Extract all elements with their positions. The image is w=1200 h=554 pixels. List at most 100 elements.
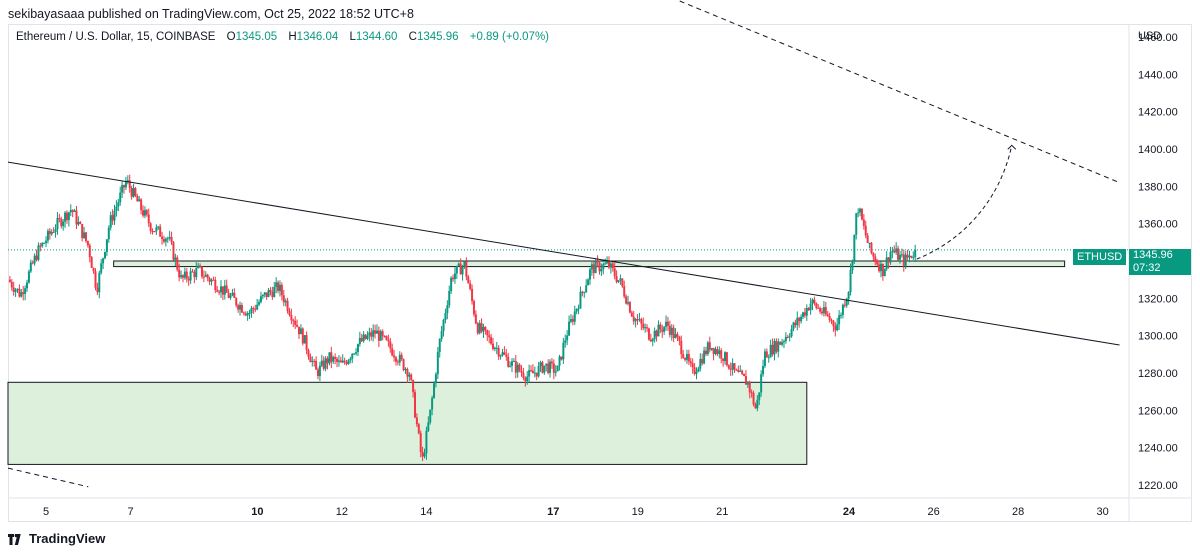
candle-body bbox=[105, 239, 108, 252]
candle-body bbox=[503, 352, 506, 355]
candle-body bbox=[811, 299, 814, 304]
candle-body bbox=[79, 222, 82, 225]
candle-body bbox=[849, 270, 852, 292]
candle-body bbox=[727, 365, 730, 369]
y-tick-label: 1400.00 bbox=[1138, 144, 1178, 156]
candle-body bbox=[212, 279, 215, 281]
candle-body bbox=[630, 312, 633, 317]
candle-body bbox=[334, 357, 337, 359]
demand-zone[interactable] bbox=[7, 381, 808, 465]
candle-body bbox=[887, 257, 890, 263]
candle-body bbox=[364, 334, 367, 339]
candle-body bbox=[763, 351, 766, 366]
candle-body bbox=[162, 239, 165, 242]
candle-body bbox=[355, 352, 358, 354]
candle-body bbox=[56, 218, 59, 230]
candle-body bbox=[433, 383, 436, 398]
candle-body bbox=[313, 360, 316, 362]
candle-body bbox=[465, 261, 468, 277]
candle-body bbox=[26, 282, 29, 289]
candle-body bbox=[724, 352, 727, 361]
candle-body bbox=[906, 254, 909, 258]
candle-body bbox=[547, 363, 550, 373]
candle-body bbox=[585, 285, 588, 293]
candle-body bbox=[731, 363, 734, 370]
candle-body bbox=[729, 368, 732, 370]
candle-body bbox=[450, 277, 453, 291]
candle-body bbox=[602, 264, 605, 270]
candle-body bbox=[493, 347, 496, 350]
low-value: 1344.60 bbox=[355, 31, 398, 43]
candle-body bbox=[10, 282, 13, 288]
candle-body bbox=[821, 311, 824, 314]
candle-body bbox=[634, 319, 637, 322]
candle-body bbox=[269, 290, 272, 292]
candle-body bbox=[436, 352, 439, 375]
candle-body bbox=[94, 271, 97, 288]
candle-body bbox=[273, 286, 276, 298]
candle-body bbox=[303, 335, 306, 344]
x-tick-label: 24 bbox=[843, 506, 856, 518]
candle-body bbox=[912, 257, 915, 259]
candle-body bbox=[822, 307, 825, 314]
candle-body bbox=[124, 181, 127, 188]
descending-trendline[interactable] bbox=[7, 161, 1120, 346]
candle-body bbox=[617, 280, 620, 282]
candle-body bbox=[828, 316, 831, 321]
candle-body bbox=[414, 392, 417, 418]
candle-body bbox=[113, 210, 116, 221]
candle-body bbox=[840, 314, 843, 316]
candle-body bbox=[902, 254, 905, 266]
projection-path[interactable] bbox=[916, 145, 1013, 260]
candle-body bbox=[659, 324, 662, 330]
candle-body bbox=[577, 308, 580, 310]
candle-body bbox=[845, 298, 848, 306]
candle-body bbox=[421, 451, 424, 457]
candle-body bbox=[60, 218, 63, 227]
x-tick-label: 28 bbox=[1012, 506, 1024, 518]
candle-body bbox=[193, 272, 196, 278]
candle-body bbox=[512, 360, 515, 362]
candle-body bbox=[526, 376, 529, 382]
candle-body bbox=[792, 322, 795, 329]
candle-body bbox=[735, 369, 738, 371]
candle-body bbox=[368, 332, 371, 336]
candle-body bbox=[231, 292, 234, 296]
candle-body bbox=[598, 262, 601, 272]
candle-body bbox=[69, 210, 72, 213]
candle-body bbox=[484, 326, 487, 330]
candle-body bbox=[665, 321, 668, 327]
candle-body bbox=[859, 208, 862, 213]
x-tick-label: 26 bbox=[927, 506, 939, 518]
candle-body bbox=[560, 356, 563, 360]
candle-body bbox=[147, 214, 150, 224]
candle-body bbox=[16, 288, 19, 290]
candle-body bbox=[183, 271, 186, 278]
candle-body bbox=[491, 343, 494, 350]
dashed-trendline[interactable] bbox=[663, 0, 1120, 184]
candle-body bbox=[54, 229, 57, 233]
candle-body bbox=[446, 305, 449, 314]
open-value: 1345.05 bbox=[235, 31, 278, 43]
candle-body bbox=[535, 372, 538, 377]
candle-body bbox=[115, 206, 118, 211]
candle-body bbox=[408, 374, 411, 377]
candle-body bbox=[881, 263, 884, 277]
candle-body bbox=[611, 263, 614, 269]
candle-body bbox=[107, 227, 110, 240]
resistance-zone[interactable] bbox=[113, 260, 1066, 268]
candle-body bbox=[490, 337, 493, 344]
candle-body bbox=[636, 319, 639, 321]
candle-body bbox=[178, 269, 181, 278]
candle-body bbox=[830, 320, 833, 322]
footer-brand[interactable]: TradingView bbox=[8, 531, 105, 546]
y-tick-label: 1420.00 bbox=[1138, 107, 1178, 119]
dashed-trendline[interactable] bbox=[7, 467, 89, 488]
candle-body bbox=[657, 324, 660, 337]
candle-body bbox=[716, 349, 719, 355]
candle-body bbox=[758, 392, 761, 400]
candle-body bbox=[117, 202, 120, 207]
candle-body bbox=[737, 369, 740, 372]
candle-body bbox=[356, 344, 359, 353]
